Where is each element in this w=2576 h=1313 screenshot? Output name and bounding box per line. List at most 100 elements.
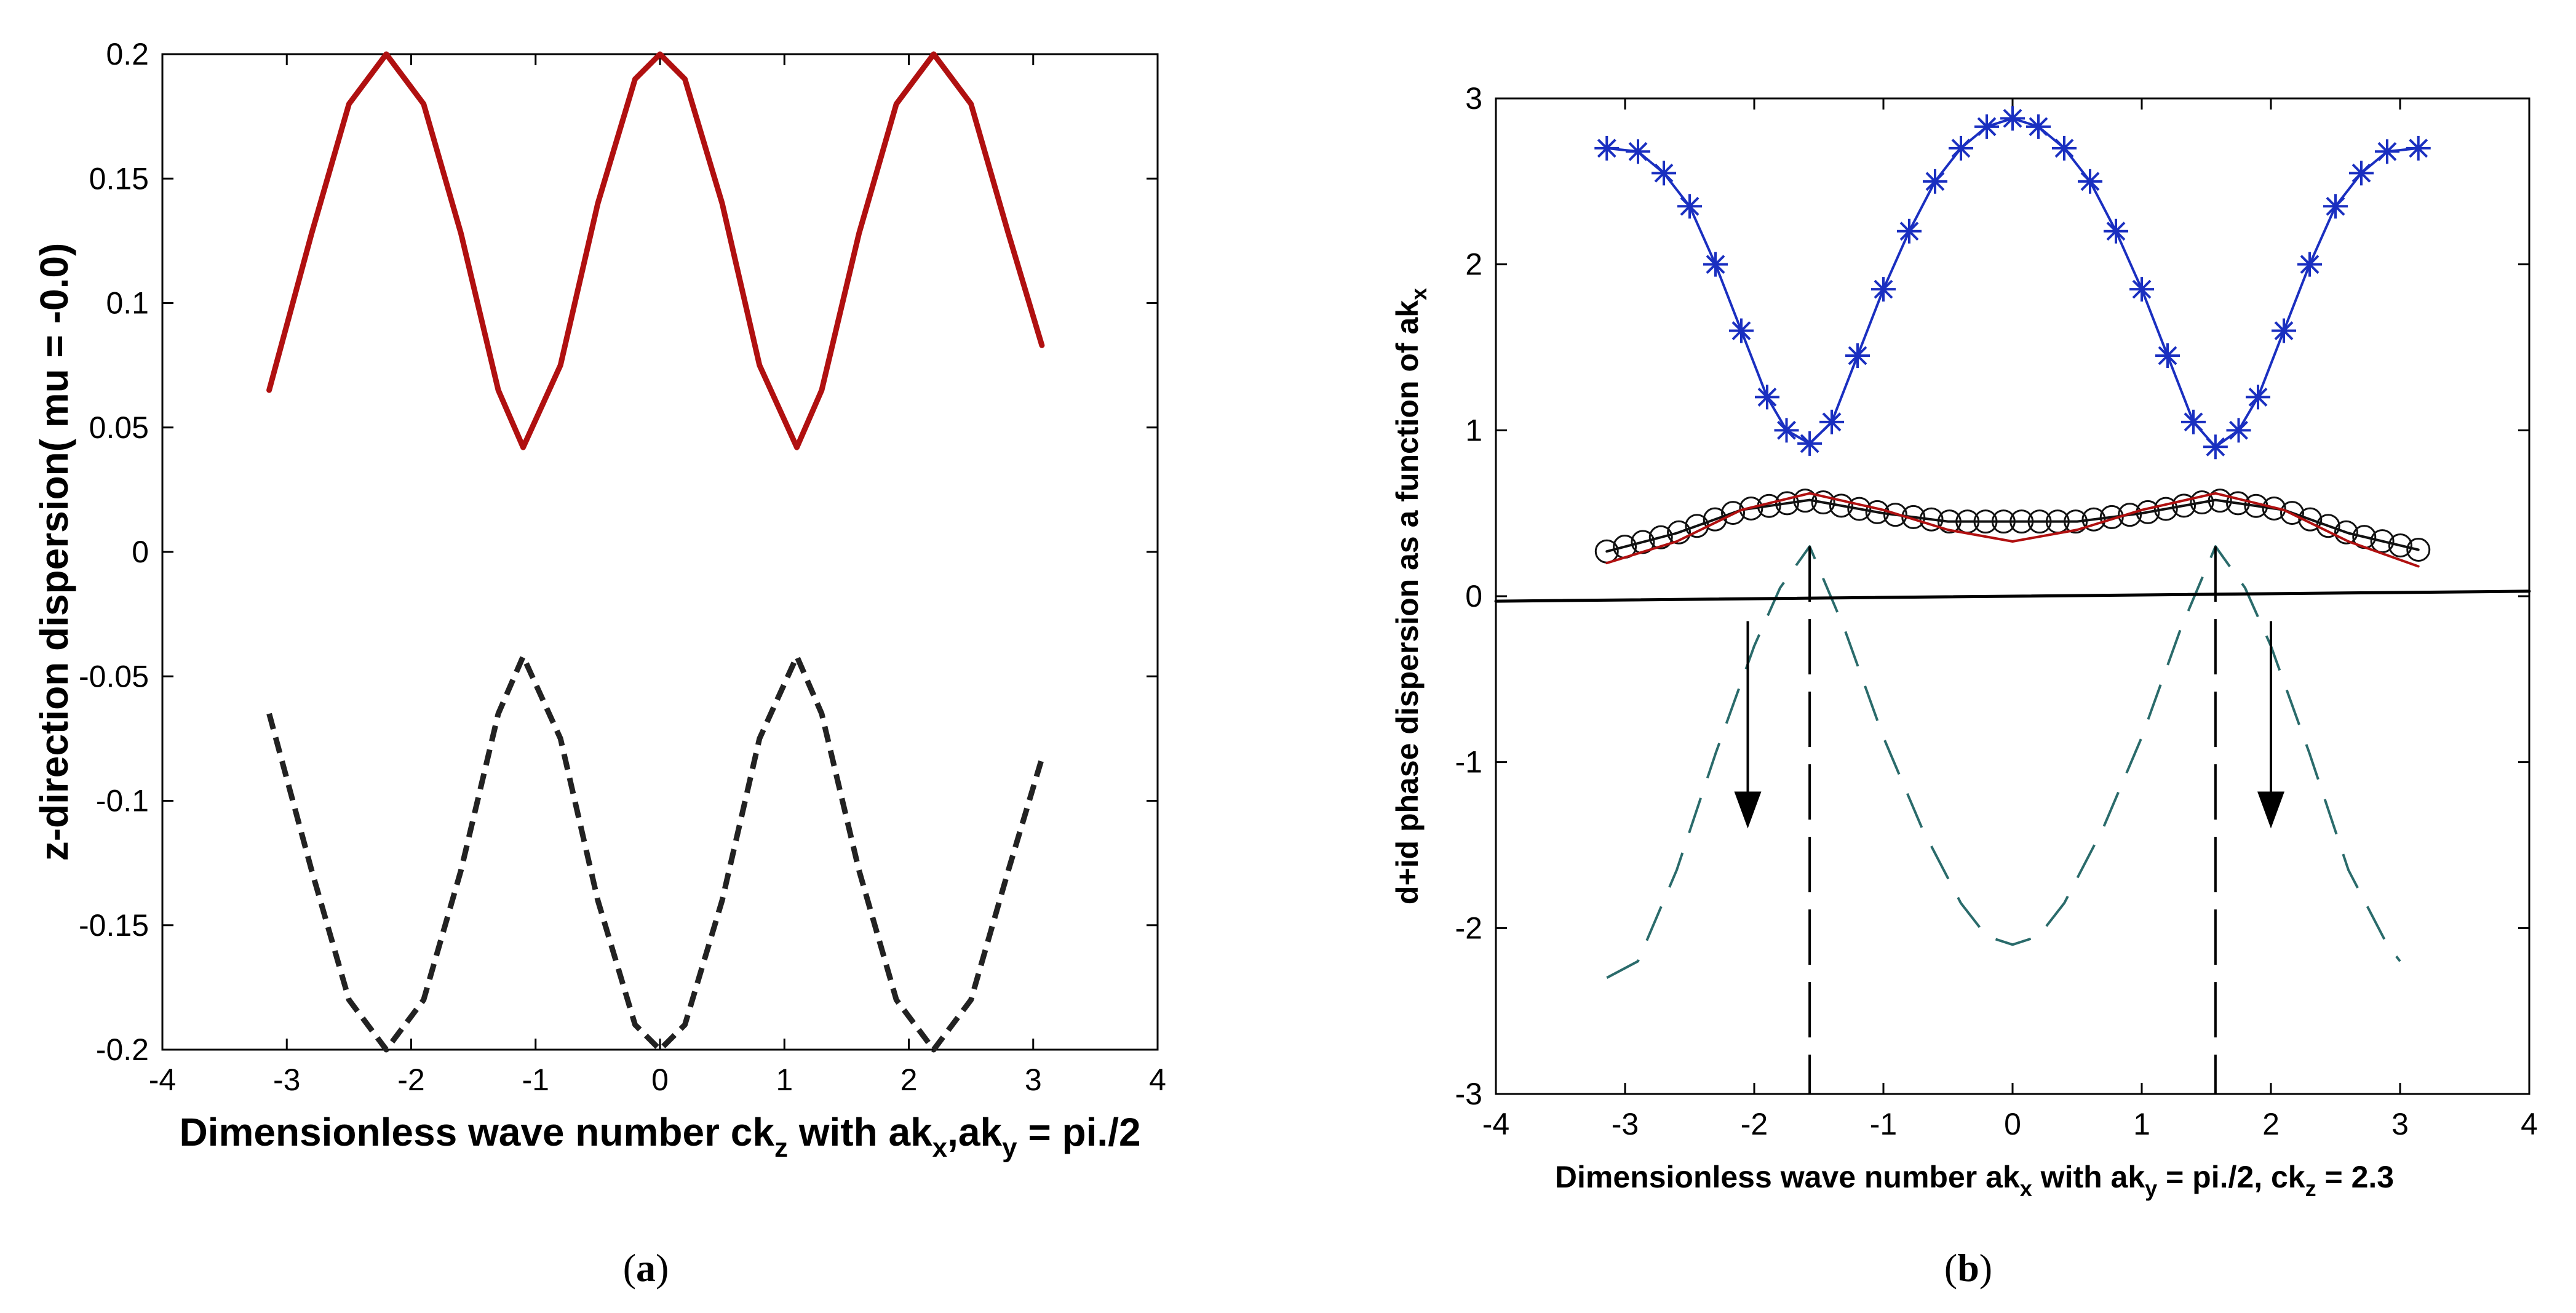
panel-b-circle-marker: [2064, 509, 2088, 534]
panel-b-arrow-head: [1734, 791, 1762, 829]
panel-a-y-ticks: -0.2 -0.15 -0.1 -0.05 0 0.05 0.1 0.15 0.2: [79, 37, 1158, 1067]
panel-b-circle-marker: [2027, 509, 2052, 534]
panel-a-y-tick-label: -0.1: [96, 784, 149, 818]
panel-b-circle-marker: [1811, 490, 1835, 515]
panel-a-x-ticks: -4 -3 -2 -1 0 1 2 3 4: [149, 54, 1166, 1097]
panel-a-y-tick-label: 0.15: [89, 161, 149, 196]
panel-b-circle-marker: [2262, 496, 2286, 521]
panel-b-circle-marker: [2208, 489, 2232, 513]
panel-b-x-tick-label: 4: [2521, 1107, 2538, 1141]
panel-b-circle-marker: [1703, 507, 1727, 532]
panel-b-circle-marker: [1775, 491, 1799, 516]
panel-b-asterisk-marker: [2129, 277, 2154, 302]
panel-a-x-tick-label: 3: [1025, 1063, 1042, 1097]
panel-b-asterisk-marker: [1755, 385, 1779, 410]
panel-b-circle-marker: [1919, 507, 1944, 532]
panel-b-asterisk-marker: [1845, 343, 1870, 368]
panel-b-y-tick-label: 3: [1465, 81, 1482, 116]
panel-b-x-tick-label: -3: [1612, 1107, 1639, 1141]
panel-b-asterisk-marker: [2078, 169, 2102, 194]
panel-a-x-tick-label: -1: [522, 1063, 549, 1097]
panel-a-x-tick-label: 2: [900, 1063, 918, 1097]
panel-b-asterisk-marker: [2406, 135, 2431, 161]
panel-b-y-tick-label: 1: [1465, 413, 1482, 447]
panel-b-series-black-baseline-line: [1494, 589, 2531, 603]
panel-b-x-tick-label: 2: [2262, 1107, 2280, 1141]
panel-b-asterisk-marker: [2155, 343, 2180, 368]
panel-b-asterisk-marker: [1797, 431, 1823, 456]
panel-b-circle-marker: [1667, 520, 1691, 545]
panel-a-caption: (a): [623, 1246, 669, 1290]
panel-b-asterisk-marker: [2246, 385, 2270, 410]
panel-a-plot-area: [161, 53, 1159, 1051]
panel-b-y-axis-label: d+id phase dispersion as a function of a…: [1390, 288, 1431, 904]
panel-a-y-tick-label: 0.1: [106, 286, 149, 321]
panel-b-circle-marker: [1829, 493, 1853, 518]
panel-b-asterisk-marker: [1949, 135, 1973, 161]
panel-b-circle-marker: [1721, 501, 1746, 525]
panel-a-y-tick-label: 0: [132, 535, 149, 569]
panel-b-circle-marker: [2388, 533, 2412, 558]
panel-b-circle-marker: [2010, 509, 2034, 534]
panel-b-asterisk-marker: [1652, 161, 1676, 186]
panel-b-asterisk-marker: [2026, 114, 2051, 139]
panel-a-x-tick-label: -2: [397, 1063, 424, 1097]
panel-b-asterisk-marker: [2181, 409, 2206, 434]
panel-b-asterisk-marker: [1897, 218, 1922, 244]
panel-b-circle-marker: [2298, 507, 2323, 532]
panel-b-asterisk-marker: [1871, 277, 1896, 302]
panel-b-circle-marker: [2226, 491, 2251, 516]
panel-b-circle-marker: [1991, 509, 2016, 534]
panel-b-asterisk-marker: [2104, 218, 2128, 244]
panel-a-y-tick-label: -0.15: [79, 908, 149, 943]
panel-b-asterisk-marker: [2052, 135, 2077, 161]
panel-a-y-tick-label: -0.05: [79, 659, 149, 693]
panel-b-x-tick-label: -2: [1741, 1107, 1768, 1141]
panel-a-x-tick-label: -3: [273, 1063, 300, 1097]
panel-b-circle-marker: [2280, 501, 2304, 525]
panel-b-asterisk-marker: [2000, 106, 2025, 131]
panel-a-series-lower-dashed-line: [266, 653, 1045, 1053]
panel-b-asterisk-marker: [2349, 161, 2374, 186]
panel-b-x-tick-label: 0: [2004, 1107, 2021, 1141]
panel-a-chart: -0.2 -0.15 -0.1 -0.05 0 0.05 0.1 0.15 0.2 -4 -3 -2…: [32, 37, 1166, 1290]
panel-b-circle-marker: [2172, 493, 2196, 518]
panel-b-circle-marker: [2406, 537, 2431, 562]
panel-b-circle-marker: [1847, 497, 1872, 521]
panel-a-y-tick-label: 0.05: [89, 410, 149, 445]
panel-b-asterisk-marker: [1923, 169, 1947, 194]
panel-b-circle-marker: [2081, 507, 2106, 532]
panel-b-arrow-head: [2257, 791, 2284, 829]
panel-b-y-tick-label: -1: [1455, 745, 1482, 780]
panel-b-asterisk-marker: [1703, 252, 1728, 277]
panel-b-asterisk-marker: [1626, 139, 1650, 164]
panel-b-x-tick-label: 3: [2391, 1107, 2409, 1141]
panel-b-circle-marker: [1739, 496, 1763, 521]
panel-b-y-ticks: -3 -2 -1 0 1 2 3: [1455, 81, 2529, 1111]
panel-a-series-upper-solid-line: [266, 51, 1045, 450]
panel-b-circle-marker: [1793, 489, 1818, 513]
panel-b-circle-marker: [1901, 505, 1926, 529]
panel-b-y-tick-label: 2: [1465, 247, 1482, 282]
panel-b-asterisk-marker: [1594, 135, 1620, 161]
panel-b-y-tick-label: -3: [1455, 1077, 1482, 1111]
panel-a-y-axis-label: z-direction dispersion( mu = -0.0): [32, 243, 76, 861]
panel-a-x-tick-label: 1: [776, 1063, 793, 1097]
panel-b-circle-marker: [1648, 525, 1673, 549]
panel-b-circle-marker: [1883, 503, 1907, 527]
panel-b-asterisk-marker: [1974, 114, 1999, 139]
panel-b-circle-marker: [2190, 490, 2214, 515]
panel-a-x-tick-label: -4: [149, 1063, 176, 1097]
panel-b-x-tick-label: 1: [2133, 1107, 2150, 1141]
panel-b-circle-marker: [2153, 497, 2178, 521]
panel-b-circle-marker: [2099, 505, 2124, 529]
panel-b-circle-marker: [2334, 520, 2358, 545]
panel-b-y-tick-label: 0: [1465, 579, 1482, 613]
panel-b-x-tick-label: -1: [1870, 1107, 1897, 1141]
panel-b-asterisk-marker: [2323, 194, 2348, 219]
panel-b-asterisk-marker: [2226, 418, 2251, 443]
panel-b-series: [1494, 106, 2531, 979]
panel-b-x-tick-label: -4: [1482, 1107, 1509, 1141]
panel-a-y-tick-label: 0.2: [106, 37, 149, 71]
